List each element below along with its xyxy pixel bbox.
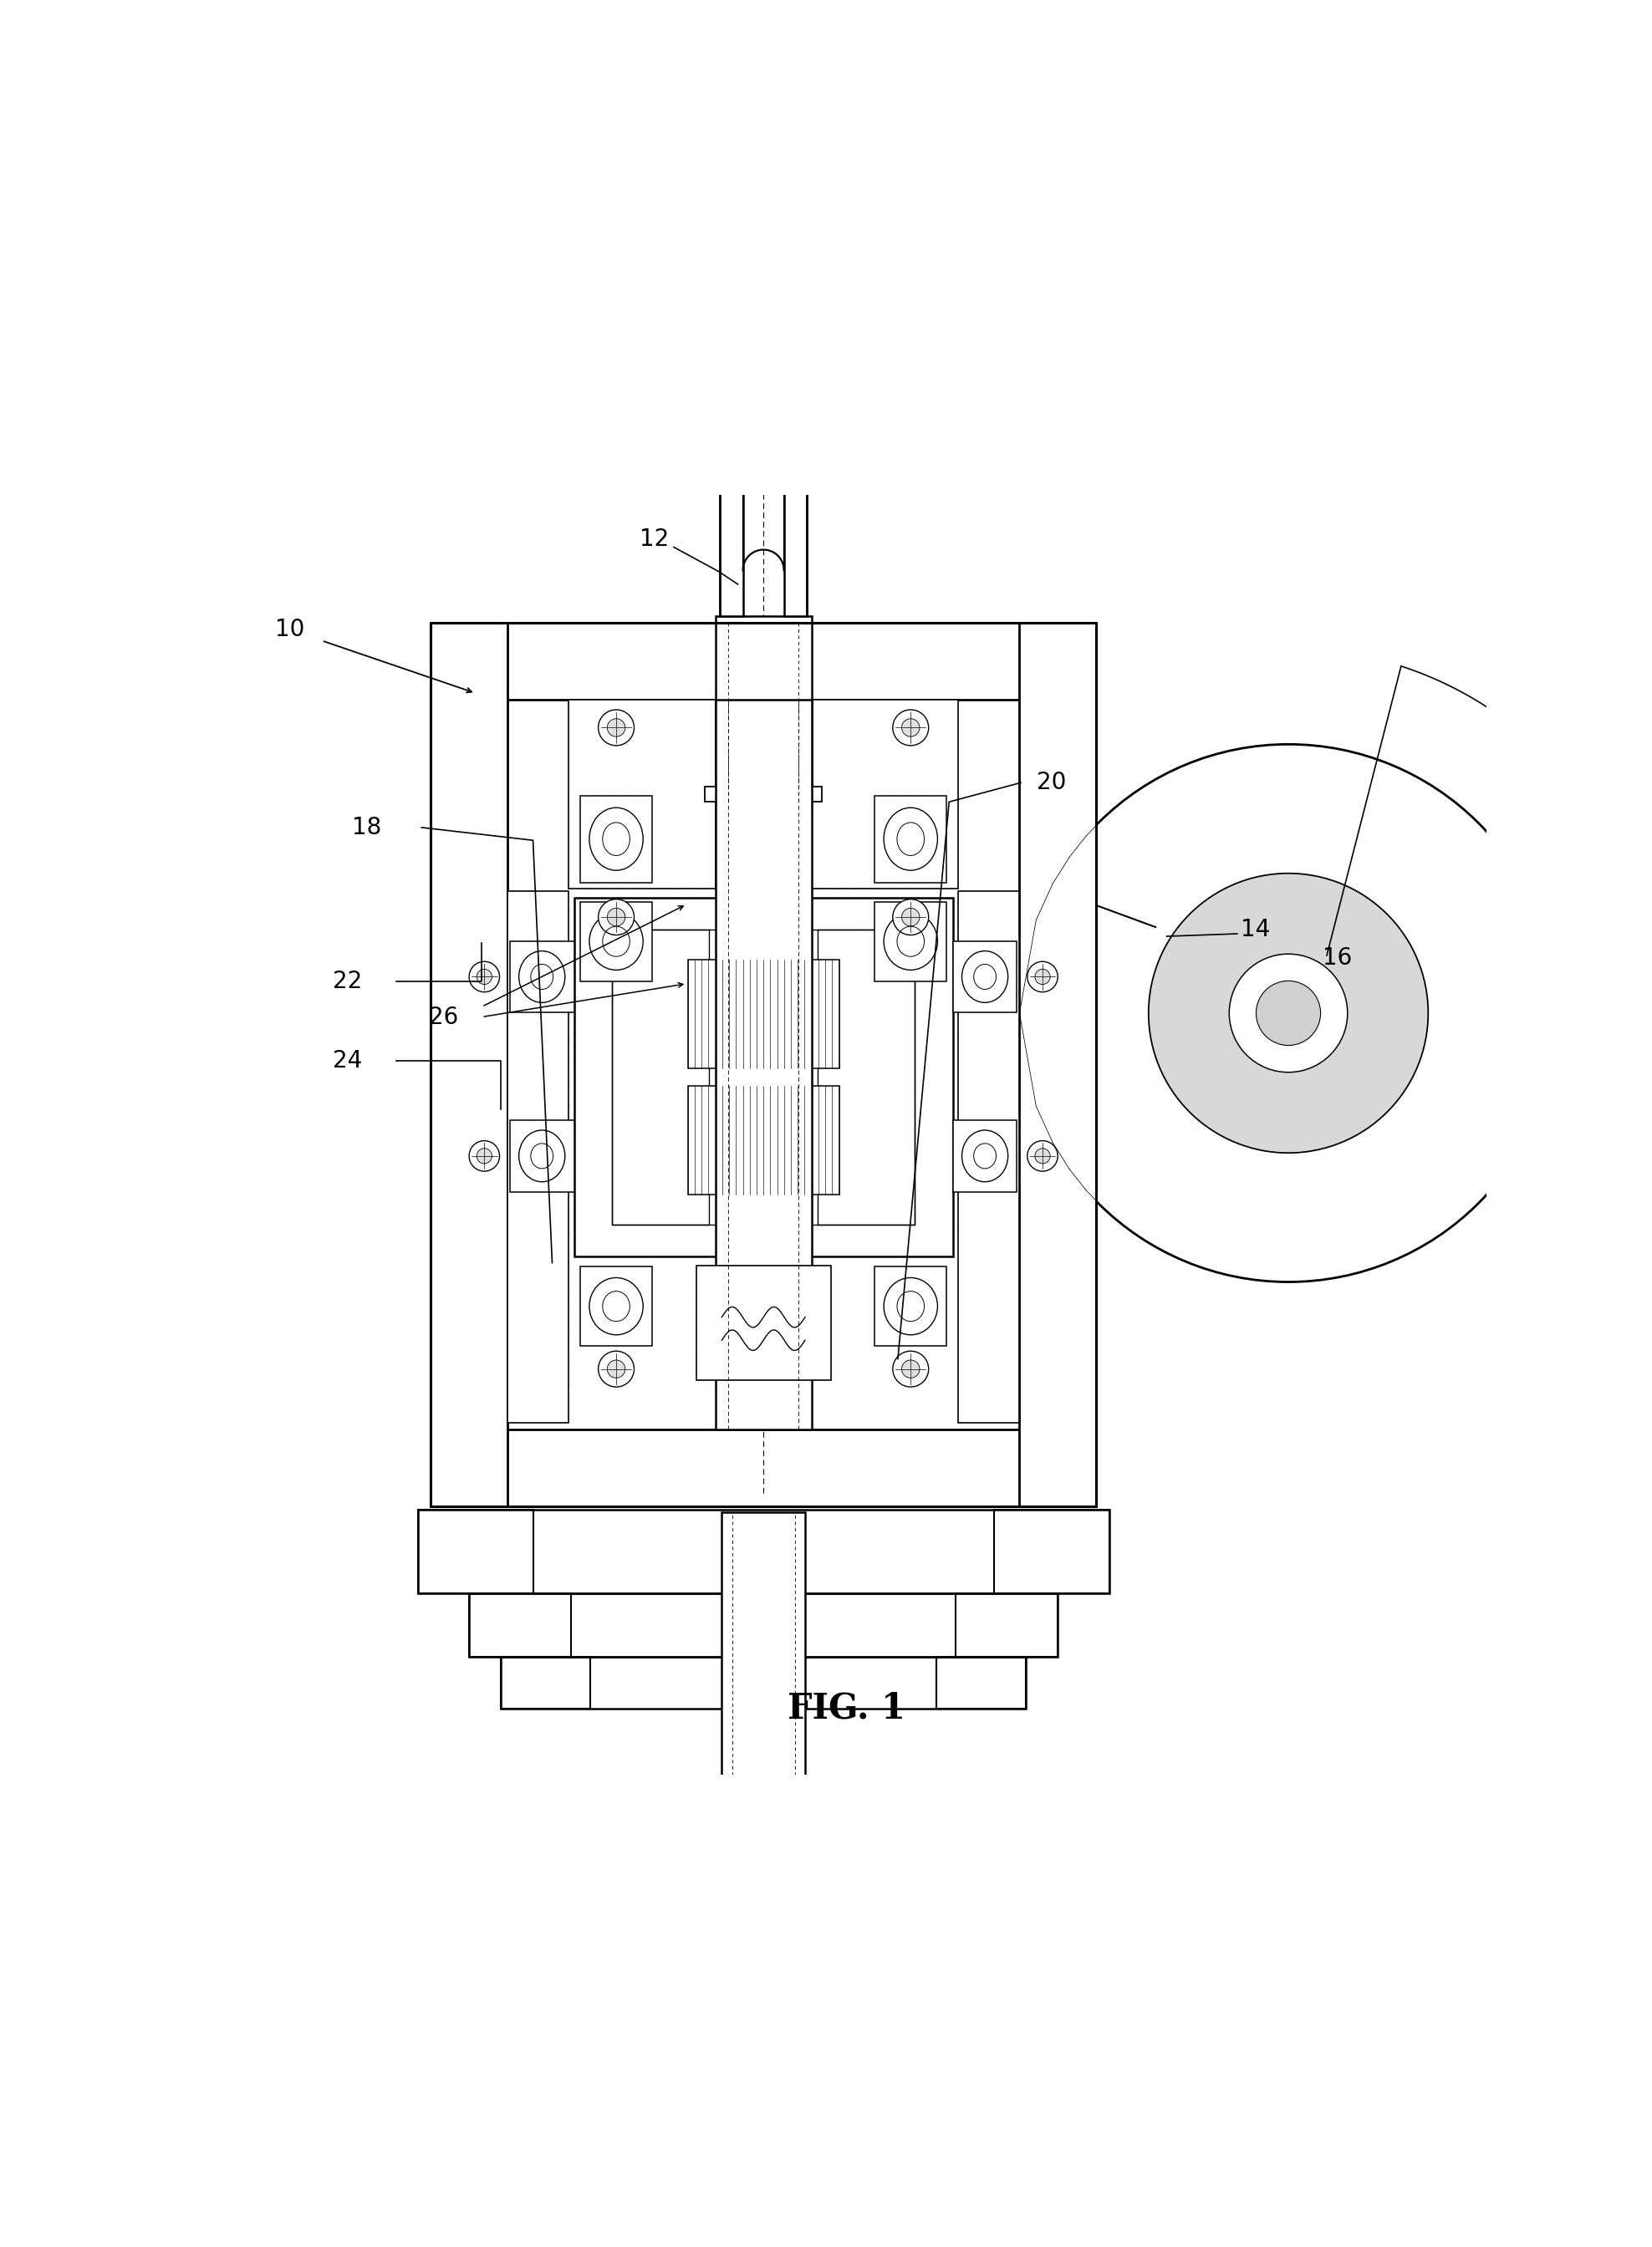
Bar [573,899,953,1256]
Circle shape [1229,955,1348,1072]
Text: 14: 14 [1241,919,1270,941]
Circle shape [892,1350,928,1386]
Bar [876,901,947,982]
Bar [995,1510,1108,1593]
Circle shape [608,719,624,737]
Text: 26: 26 [428,1004,458,1029]
Circle shape [598,899,634,935]
Circle shape [1148,874,1429,1153]
Bar [937,1656,1026,1708]
Bar [720,398,743,616]
Circle shape [477,968,492,984]
Text: 24: 24 [332,1049,362,1072]
Circle shape [477,1148,492,1164]
Bar [418,1510,1108,1593]
Bar [958,892,1019,1422]
Ellipse shape [590,912,643,971]
Bar [431,1429,1097,1505]
Bar [876,1267,947,1346]
Bar [695,1265,831,1380]
Bar [469,1593,572,1656]
Text: 20: 20 [1037,771,1066,795]
Ellipse shape [590,807,643,870]
Circle shape [1019,744,1558,1283]
Bar [613,930,915,1225]
Bar [715,699,811,1429]
Circle shape [469,962,499,991]
Bar [507,892,568,1422]
Bar [785,398,806,616]
Ellipse shape [961,1130,1008,1182]
Bar [953,941,1018,1013]
Circle shape [902,719,920,737]
Circle shape [608,908,624,926]
Circle shape [598,1350,634,1386]
Text: 16: 16 [1323,946,1353,971]
Circle shape [892,710,928,746]
Circle shape [892,899,928,935]
Bar [1019,622,1097,1505]
Bar [687,959,839,1067]
Bar [818,930,915,1225]
Bar [715,616,811,802]
Ellipse shape [884,912,938,971]
Circle shape [1256,982,1320,1045]
Bar [580,901,653,982]
Bar [876,795,947,883]
Bar [705,786,821,802]
Circle shape [902,908,920,926]
Bar [720,384,806,411]
Text: FIG. 1: FIG. 1 [788,1690,905,1726]
Ellipse shape [590,1279,643,1335]
Bar [955,1593,1057,1656]
Bar [469,1593,1057,1656]
Circle shape [902,1359,920,1377]
Text: 22: 22 [332,968,362,993]
Bar [501,1656,591,1708]
Ellipse shape [519,950,565,1002]
Circle shape [1028,962,1057,991]
Bar [722,1512,805,1827]
Bar [431,622,1097,699]
Circle shape [1034,1148,1051,1164]
Bar [613,930,709,1225]
Ellipse shape [884,807,938,870]
Bar [811,699,958,890]
Circle shape [469,1141,499,1171]
Bar [510,941,573,1013]
Text: 10: 10 [274,618,304,640]
Bar [580,1267,653,1346]
Bar [568,699,715,890]
Bar [687,1085,839,1195]
Circle shape [1028,1141,1057,1171]
Ellipse shape [884,1279,938,1335]
Bar [510,1121,573,1191]
Circle shape [1034,968,1051,984]
Circle shape [598,710,634,746]
Bar [418,1510,534,1593]
Text: 12: 12 [639,528,669,551]
Bar [431,622,1097,1505]
Bar [580,795,653,883]
Ellipse shape [961,950,1008,1002]
Bar [431,622,507,1505]
Ellipse shape [519,1130,565,1182]
Bar [953,1121,1018,1191]
Bar [501,1656,1026,1708]
Circle shape [608,1359,624,1377]
Text: 18: 18 [352,816,382,838]
